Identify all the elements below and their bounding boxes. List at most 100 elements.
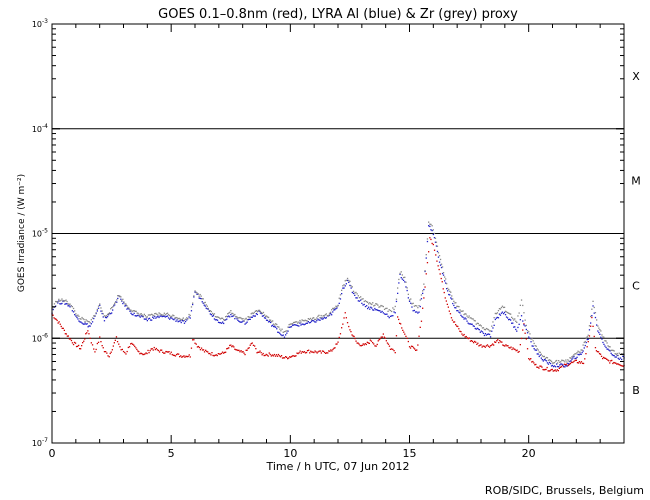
data-point <box>615 362 617 364</box>
data-point <box>242 318 244 320</box>
data-point <box>543 369 545 371</box>
data-point <box>263 354 265 357</box>
data-point <box>104 316 107 319</box>
data-point <box>266 316 269 318</box>
data-point <box>231 312 233 314</box>
data-point <box>317 315 319 317</box>
data-point <box>100 341 102 343</box>
data-point <box>69 338 72 340</box>
y-tick-base: 10 <box>32 439 42 448</box>
data-point <box>315 351 317 353</box>
data-point <box>285 334 287 336</box>
data-point <box>451 295 453 297</box>
data-point <box>574 357 576 360</box>
data-point <box>240 350 242 352</box>
data-point <box>102 347 104 349</box>
data-point <box>269 320 271 323</box>
data-point <box>205 304 207 306</box>
data-point <box>326 315 329 317</box>
data-point <box>514 318 516 320</box>
data-point <box>239 321 241 323</box>
data-point <box>195 291 197 294</box>
data-point <box>518 323 520 325</box>
data-point <box>232 315 234 317</box>
data-point <box>248 318 250 320</box>
data-point <box>64 300 66 302</box>
data-point <box>444 280 446 282</box>
data-point <box>504 345 506 347</box>
data-point <box>301 323 303 325</box>
data-point <box>213 318 216 320</box>
data-point <box>496 312 498 314</box>
data-point <box>235 315 237 318</box>
data-point <box>382 312 384 314</box>
data-point <box>488 330 491 332</box>
data-point <box>373 305 375 307</box>
data-point <box>394 352 396 354</box>
data-point <box>106 313 109 316</box>
data-point <box>394 312 396 314</box>
data-point <box>217 316 220 318</box>
data-point <box>622 353 624 355</box>
data-point <box>360 299 362 301</box>
data-point <box>164 352 166 354</box>
data-point <box>160 315 162 317</box>
data-point <box>534 345 536 347</box>
data-point <box>529 333 531 335</box>
data-point <box>211 312 214 315</box>
data-point <box>528 336 530 338</box>
data-point <box>277 353 280 356</box>
data-point <box>488 346 491 348</box>
data-point <box>190 306 193 308</box>
data-point <box>592 325 594 327</box>
data-point <box>291 324 294 326</box>
data-point <box>600 355 603 357</box>
data-point <box>400 323 402 325</box>
data-point <box>353 335 355 338</box>
data-point <box>577 362 580 364</box>
data-point <box>578 351 580 353</box>
data-point <box>551 364 554 367</box>
data-point <box>154 348 156 351</box>
data-point <box>122 298 124 300</box>
data-point <box>221 317 223 319</box>
data-point <box>305 320 307 322</box>
data-point <box>385 340 387 342</box>
data-point <box>404 333 406 335</box>
data-point <box>245 317 247 319</box>
data-point <box>412 345 414 348</box>
data-point <box>212 315 215 317</box>
data-point <box>246 319 248 321</box>
data-point <box>425 273 427 275</box>
data-point <box>549 362 552 365</box>
data-point <box>530 358 532 360</box>
data-point <box>265 353 267 356</box>
data-point <box>76 316 78 319</box>
data-point <box>575 353 577 355</box>
data-point <box>322 315 324 317</box>
data-point <box>242 320 244 322</box>
data-point <box>354 292 356 294</box>
data-point <box>151 348 153 350</box>
data-point <box>597 330 599 332</box>
data-point <box>365 343 367 346</box>
data-point <box>576 356 578 358</box>
data-point <box>338 336 340 339</box>
data-point <box>299 319 301 322</box>
data-point <box>288 357 290 359</box>
data-point <box>466 337 468 339</box>
data-point <box>426 262 429 264</box>
data-point <box>593 312 595 314</box>
data-point <box>96 310 98 312</box>
data-point <box>172 318 174 320</box>
data-point <box>149 314 152 316</box>
data-point <box>538 351 540 353</box>
data-point <box>193 296 195 298</box>
data-point <box>452 321 455 323</box>
data-point <box>154 315 156 318</box>
data-point <box>57 302 59 304</box>
data-point <box>215 319 218 321</box>
data-point <box>524 332 526 334</box>
data-point <box>432 243 434 246</box>
data-point <box>226 318 228 320</box>
